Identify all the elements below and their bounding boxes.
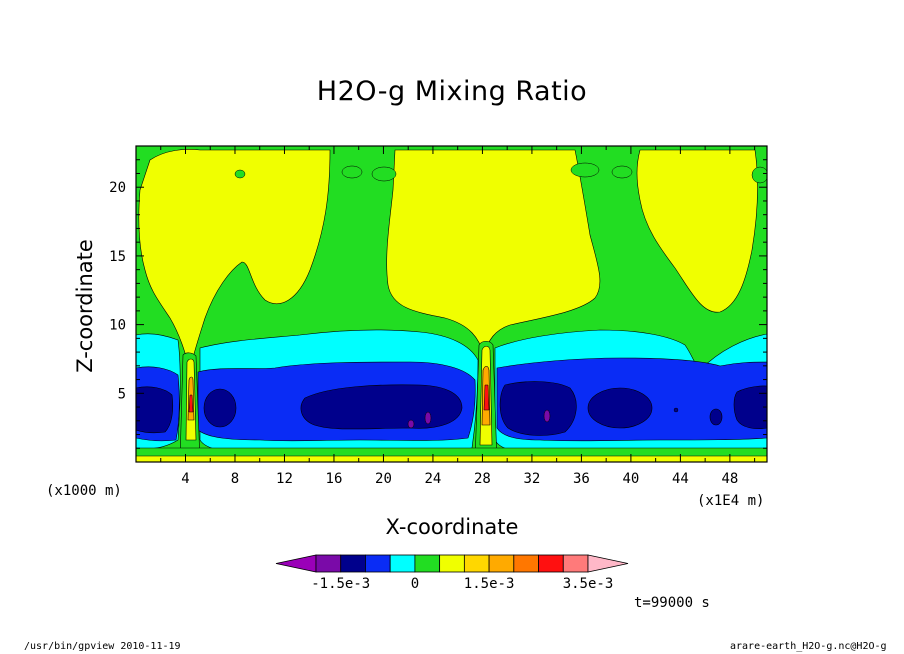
chart-title: H2O-g Mixing Ratio (316, 76, 588, 107)
x-tick-label: 36 (573, 471, 590, 487)
x-tick-label: 24 (425, 471, 442, 487)
colorbar-swatch (513, 554, 539, 573)
x-tick-label: 40 (622, 471, 639, 487)
colorbar-label: 1.5e-3 (464, 576, 515, 592)
field-purple (407, 419, 415, 429)
island (371, 166, 397, 182)
contour-fields (136, 146, 767, 462)
colorbar-swatch (439, 554, 465, 573)
y-axis-label: Z-coordinate (73, 239, 97, 373)
y-tick-label: 5 (118, 386, 126, 402)
x-unit-label: (x1000 m) (46, 483, 122, 499)
x-tick-label: 48 (721, 471, 738, 487)
x-tick-label: 16 (326, 471, 343, 487)
colorbar-label: 0 (411, 576, 419, 592)
island (751, 166, 767, 184)
field-navy (587, 387, 653, 429)
colorbar-swatch (562, 554, 589, 573)
y-tick-label: 15 (109, 249, 126, 265)
field-navy (300, 384, 463, 430)
field-navy (499, 381, 577, 436)
y-tick-label: 20 (109, 180, 126, 196)
field-yellow-right (636, 149, 758, 313)
field-navy (709, 408, 723, 426)
island (234, 169, 246, 179)
x-tick-label: 20 (375, 471, 392, 487)
field-bottom-yellow (136, 455, 767, 462)
x-tick-label: 32 (523, 471, 540, 487)
x-tick-label: 8 (231, 471, 239, 487)
colorbar-swatch (538, 554, 564, 573)
colorbar-extend-high (587, 554, 629, 573)
colorbar-extend-low (275, 554, 317, 573)
colorbar-swatch (389, 554, 416, 573)
y-tick-label: 10 (109, 318, 126, 334)
field-navy (733, 385, 767, 430)
field-navy (136, 386, 174, 434)
colorbar-swatch (315, 554, 342, 573)
x-tick-label: 28 (474, 471, 491, 487)
field-navy-dot (673, 407, 679, 413)
footer-right-text: arare-earth_H2O-g.nc@H2O-g (730, 641, 887, 652)
colorbar-label: -1.5e-3 (311, 576, 370, 592)
field-yellow-center (386, 149, 601, 357)
plot-frame (135, 145, 768, 463)
field-purple (424, 411, 432, 425)
colorbar-swatch (340, 554, 366, 573)
footer-left-text: /usr/bin/gpview 2010-11-19 (24, 641, 181, 652)
field-navy (203, 388, 237, 428)
colorbar-swatch (463, 554, 490, 573)
colorbar-swatch (488, 554, 515, 573)
plume-right (474, 340, 498, 462)
island (611, 165, 633, 179)
colorbar-swatch (365, 554, 391, 573)
colorbar: -1.5e-3 0 1.5e-3 3.5e-3 (275, 554, 629, 592)
colorbar-swatch (414, 554, 441, 573)
x-axis-label: X-coordinate (385, 515, 519, 539)
field-yellow-left (138, 149, 331, 371)
island (570, 162, 600, 178)
x-tick-label: 12 (276, 471, 293, 487)
colorbar-label: 3.5e-3 (563, 576, 614, 592)
field-purple (543, 409, 551, 423)
x-tick-label: 4 (181, 471, 189, 487)
x-scale-label: (x1E4 m) (697, 493, 765, 509)
island (341, 165, 363, 179)
time-annotation: t=99000 s (634, 595, 710, 611)
plume-left (179, 352, 201, 462)
x-tick-label: 44 (672, 471, 689, 487)
